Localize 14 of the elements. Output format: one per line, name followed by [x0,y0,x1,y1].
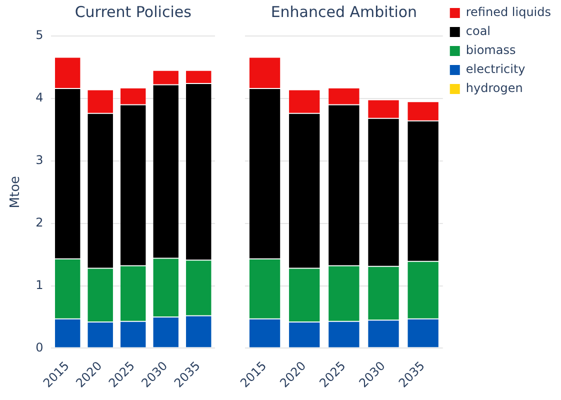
legend-label: refined liquids [466,5,551,20]
legend-label: hydrogen [466,81,523,96]
chart-title: Enhanced Ambition [270,2,418,21]
y-tick-label: 1 [36,278,44,292]
y-tick-label: 4 [36,90,44,105]
legend-label: electricity [466,62,526,76]
y-tick-label: 2 [36,215,44,230]
y-tick-label: 0 [36,340,44,354]
legend-label: biomass [466,43,516,58]
y-tick-label: 5 [36,28,44,42]
y-axis-title: Mtoe [8,176,24,208]
chart-title: Current Policies [74,2,192,21]
legend-label: coal [466,24,491,38]
y-tick-label: 3 [36,153,44,168]
